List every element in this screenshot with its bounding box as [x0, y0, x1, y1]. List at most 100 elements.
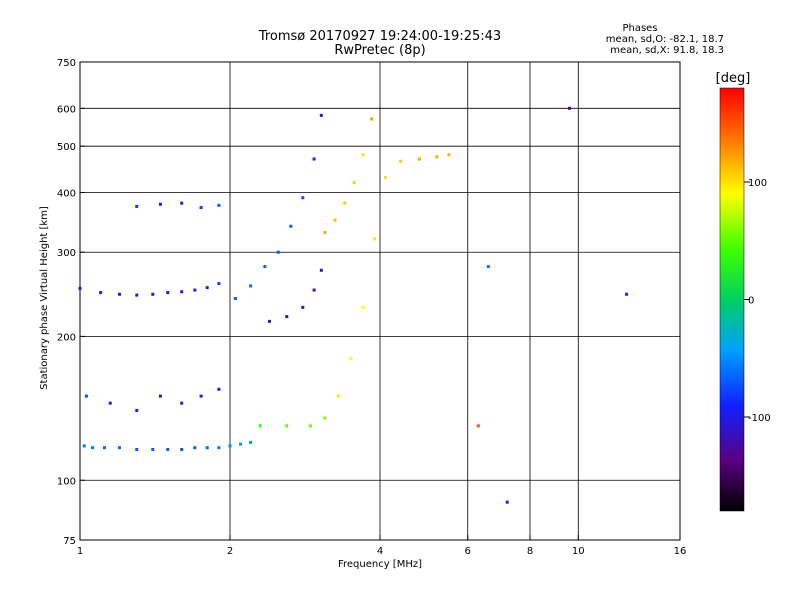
data-point — [217, 282, 221, 286]
data-point — [319, 113, 323, 117]
stats-line-o: mean, sd,O: -82.1, 18.7 — [606, 34, 724, 45]
axis-ticks: 1 2 4 6 8 10 16 75 100 200 300 400 500 600 750 — [57, 58, 686, 557]
data-point — [117, 292, 121, 296]
data-point — [158, 394, 162, 398]
data-point — [135, 447, 139, 451]
data-point — [276, 250, 280, 254]
data-point — [447, 153, 451, 157]
data-point — [336, 394, 340, 398]
y-tick-label: 100 — [57, 476, 76, 487]
data-point — [383, 175, 387, 179]
grid-lines — [80, 62, 680, 540]
data-point — [135, 408, 139, 412]
y-tick-label: 300 — [57, 248, 76, 259]
data-point — [180, 447, 184, 451]
data-point — [180, 201, 184, 205]
data-points — [78, 106, 629, 504]
data-point — [476, 424, 480, 428]
data-point — [249, 284, 253, 288]
data-point — [323, 230, 327, 234]
x-tick-label: 4 — [377, 546, 383, 557]
x-tick-label: 8 — [527, 546, 533, 557]
colorbar-tick-label: 0 — [748, 296, 754, 307]
data-point — [91, 446, 95, 450]
colorbar — [719, 87, 745, 512]
x-tick-label: 1 — [77, 546, 83, 557]
data-point — [193, 446, 197, 450]
data-point — [312, 288, 316, 292]
data-point — [301, 305, 305, 309]
data-point — [99, 291, 103, 295]
data-point — [361, 153, 365, 157]
data-point — [249, 440, 253, 444]
data-point — [312, 157, 316, 161]
data-point — [199, 394, 203, 398]
x-tick-label: 2 — [227, 546, 233, 557]
y-tick-label: 200 — [57, 332, 76, 343]
data-point — [217, 446, 221, 450]
data-point — [205, 286, 209, 290]
data-point — [267, 319, 271, 323]
data-point — [180, 290, 184, 294]
data-point — [228, 444, 232, 448]
colorbar-tick-label: -100 — [748, 413, 771, 424]
data-point — [323, 416, 327, 420]
data-point — [135, 204, 139, 208]
data-point — [151, 447, 155, 451]
data-point — [319, 268, 323, 272]
data-point — [399, 159, 403, 163]
data-point — [180, 401, 184, 405]
data-point — [217, 203, 221, 207]
x-tick-label: 10 — [572, 546, 585, 557]
data-point — [205, 446, 209, 450]
data-point — [505, 500, 509, 504]
data-point — [625, 292, 629, 296]
data-point — [135, 293, 139, 297]
colorbar-tick-label: 100 — [748, 178, 767, 189]
data-point — [199, 206, 203, 210]
y-tick-label: 750 — [57, 58, 76, 69]
data-point — [289, 224, 293, 228]
data-point — [166, 291, 170, 295]
x-tick-label: 6 — [465, 546, 471, 557]
chart-title: Tromsø 20170927 19:24:00-19:25:43 — [258, 29, 501, 44]
data-point — [308, 424, 312, 428]
data-point — [117, 446, 121, 450]
data-point — [435, 155, 439, 159]
data-point — [84, 394, 88, 398]
data-point — [166, 447, 170, 451]
data-point — [417, 157, 421, 161]
data-point — [567, 106, 571, 110]
data-point — [486, 265, 490, 269]
colorbar-label: [deg] — [716, 71, 751, 86]
data-point — [103, 446, 107, 450]
y-tick-label: 500 — [57, 142, 76, 153]
stats-heading: Phases — [622, 23, 657, 34]
data-point — [285, 424, 289, 428]
data-point — [333, 218, 337, 222]
data-point — [193, 288, 197, 292]
data-point — [352, 180, 356, 184]
data-point — [217, 387, 221, 391]
data-point — [263, 265, 267, 269]
data-point — [239, 442, 243, 446]
data-point — [151, 292, 155, 296]
data-point — [361, 305, 365, 309]
data-point — [233, 297, 237, 301]
x-axis-label: Frequency [MHz] — [338, 559, 422, 570]
data-point — [349, 356, 353, 360]
x-tick-label: 16 — [674, 546, 687, 557]
data-point — [285, 315, 289, 319]
data-point — [343, 201, 347, 205]
stats-line-x: mean, sd,X: 91.8, 18.3 — [610, 45, 724, 56]
data-point — [258, 424, 262, 428]
data-point — [373, 237, 377, 241]
data-point — [82, 444, 86, 448]
y-tick-label: 600 — [57, 104, 76, 115]
y-tick-label: 75 — [63, 536, 76, 547]
data-point — [108, 401, 112, 405]
data-point — [301, 196, 305, 200]
y-axis-label: Stationary phase Virtual Height [km] — [39, 206, 50, 390]
colorbar-ticks: 100 0 -100 — [744, 178, 771, 424]
